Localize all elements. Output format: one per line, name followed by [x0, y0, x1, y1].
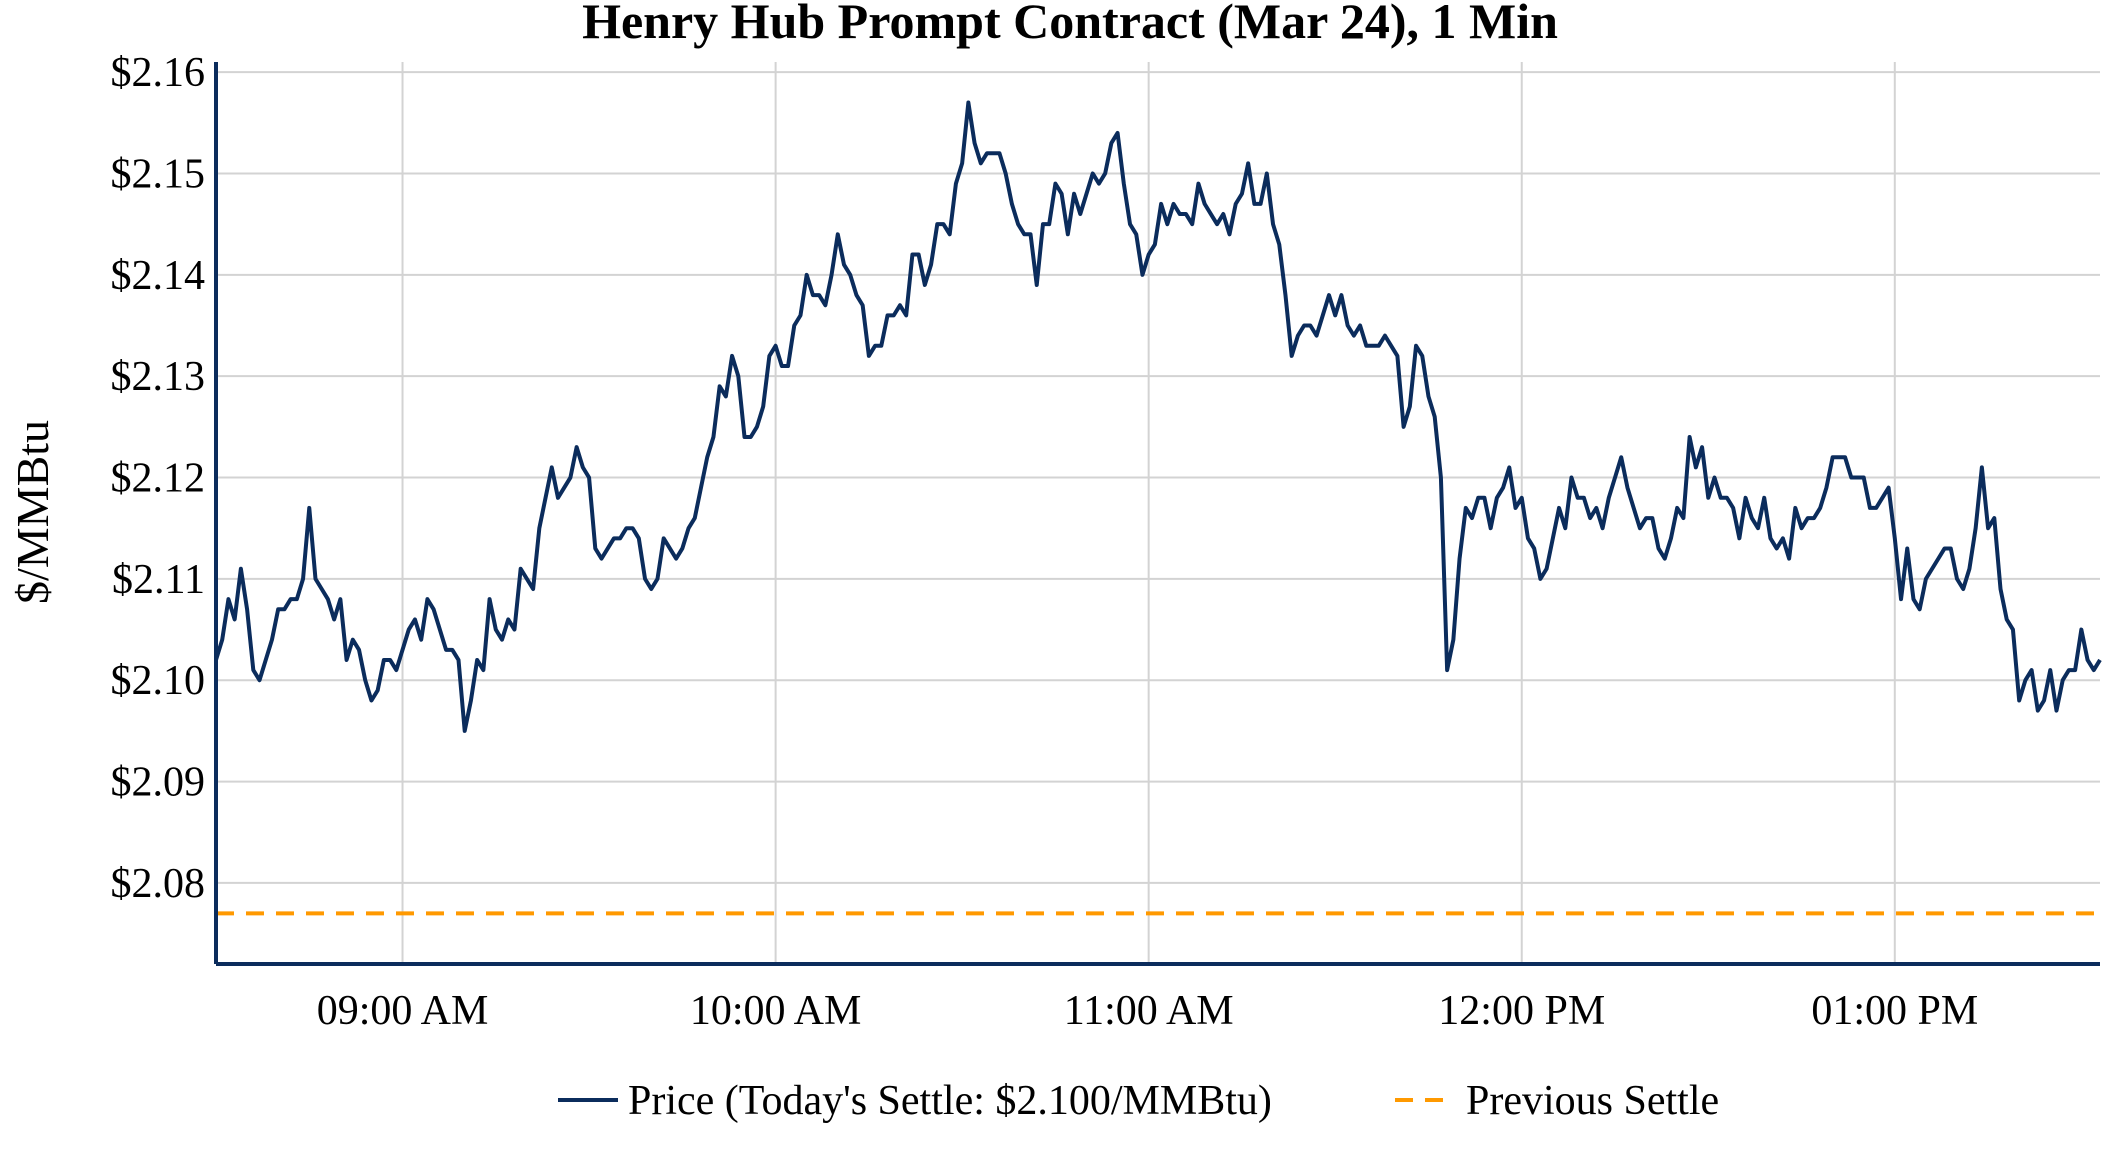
x-tick-label: 10:00 AM [690, 988, 862, 1034]
y-tick-label: $2.16 [111, 50, 206, 96]
y-tick-label: $2.12 [111, 456, 206, 502]
y-tick-label: $2.15 [111, 151, 206, 197]
chart-title: Henry Hub Prompt Contract (Mar 24), 1 Mi… [582, 0, 1558, 49]
y-tick-label: $2.09 [111, 760, 206, 806]
y-tick-labels: $2.08 $2.09 $2.10 $2.11 $2.12 $2.13 $2.14 $2.15… [111, 50, 206, 907]
price-series-layer [214, 100, 2102, 733]
legend-price-label: Price (Today's Settle: $2.100/MMBtu) [628, 1078, 1272, 1124]
x-tick-label: 09:00 AM [317, 988, 489, 1034]
y-tick-label: $2.14 [111, 253, 206, 299]
y-axis-title: $/MMBtu [7, 420, 58, 604]
y-tick-label: $2.10 [111, 658, 206, 704]
x-tick-labels: 09:00 AM 10:00 AM 11:00 AM 12:00 PM 01:00 PM [317, 988, 1978, 1034]
price-line [214, 100, 2102, 733]
x-tick-label: 01:00 PM [1811, 988, 1978, 1034]
y-tick-label: $2.08 [111, 861, 206, 907]
grid-lines [216, 62, 2100, 964]
axes [214, 62, 2100, 966]
y-tick-label: $2.13 [111, 354, 206, 400]
x-tick-label: 11:00 AM [1064, 988, 1234, 1034]
legend-previous-settle-label: Previous Settle [1466, 1078, 1719, 1124]
y-tick-label: $2.11 [112, 557, 205, 603]
legend: Price (Today's Settle: $2.100/MMBtu) Pre… [558, 1078, 1719, 1124]
x-tick-label: 12:00 PM [1438, 988, 1605, 1034]
